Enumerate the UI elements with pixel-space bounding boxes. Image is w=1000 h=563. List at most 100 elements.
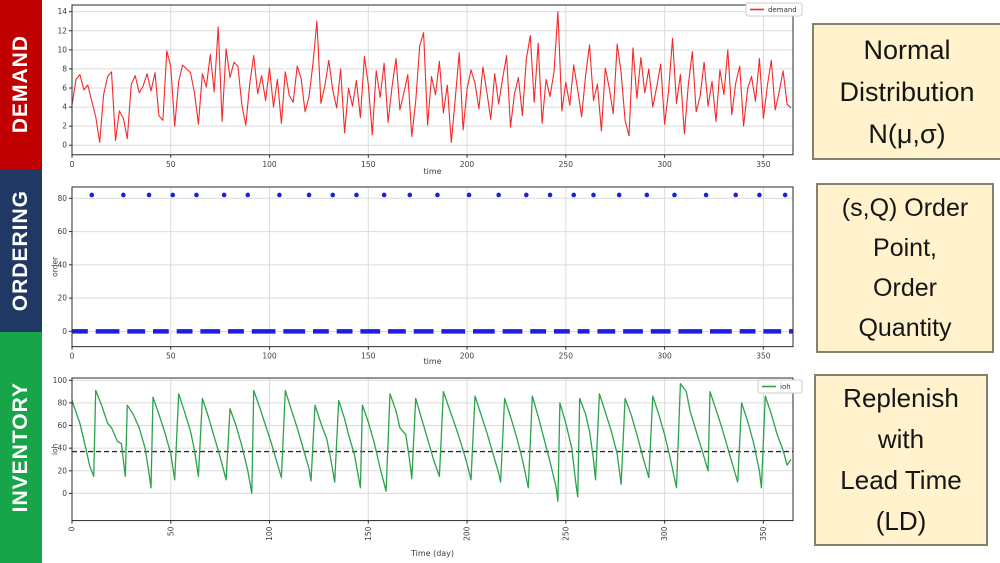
plot-border <box>71 4 794 156</box>
order-event-dot <box>381 192 387 198</box>
order-event-dot <box>757 192 762 198</box>
y-tick-label: 2 <box>62 122 67 131</box>
demand-band-label: DEMAND <box>9 35 32 134</box>
y-tick-label: 0 <box>62 327 67 336</box>
annotation-line: (LD) <box>875 506 927 536</box>
x-axis-label: time <box>423 167 441 176</box>
x-tick-label: 150 <box>364 526 373 541</box>
legend-label: demand <box>768 6 797 14</box>
x-axis-label: time <box>423 357 441 366</box>
annotation-line: Order <box>873 274 937 302</box>
x-tick-label: 100 <box>262 160 277 169</box>
y-tick-label: 4 <box>62 103 67 112</box>
order-event-dot <box>644 192 650 198</box>
order-event-dot <box>277 192 282 198</box>
y-tick-label: 20 <box>57 466 67 475</box>
legend-label: ioh <box>780 383 791 391</box>
annotation-box-normal-distribution: Normal Distribution N(μ,σ) <box>812 23 1000 160</box>
order-event-dot <box>354 192 359 198</box>
order-event-dot <box>89 192 95 198</box>
x-tick-label: 50 <box>166 526 175 536</box>
x-tick-label: 300 <box>657 352 672 361</box>
y-tick-label: 40 <box>57 444 67 453</box>
y-tick-label: 100 <box>53 376 68 385</box>
x-tick-label: 50 <box>166 160 176 169</box>
x-tick-label: 200 <box>460 160 475 169</box>
order-event-dot <box>121 192 126 198</box>
y-tick-label: 80 <box>57 398 67 407</box>
ordering-chart: 0 20 40 60 80 0 50 100 150 200 250 300 350 time order <box>46 180 806 368</box>
ordering-band-label: ORDERING <box>9 189 32 312</box>
order-event-dot <box>306 192 312 198</box>
sidebar-item-demand: DEMAND <box>0 0 42 169</box>
order-event-dot <box>616 192 622 198</box>
x-tick-label: 0 <box>70 352 75 361</box>
x-tick-label: 250 <box>559 352 574 361</box>
order-event-dot <box>672 192 677 198</box>
order-event-dot <box>733 192 739 198</box>
x-tick-label: 0 <box>68 526 77 531</box>
order-event-dot <box>245 192 251 198</box>
x-tick-label: 150 <box>361 160 376 169</box>
annotation-line: Lead Time <box>840 465 962 495</box>
x-tick-label: 100 <box>265 526 274 541</box>
x-axis-label: Time (day) <box>410 549 454 558</box>
y-axis-label: order <box>51 256 60 277</box>
order-event-dot <box>146 192 152 198</box>
y-tick-label: 0 <box>62 141 67 150</box>
sidebar-item-ordering: ORDERING <box>0 169 42 332</box>
annotation-line: Point, <box>873 234 937 262</box>
annotation-box-replenish-lead-time: Replenish with Lead Time (LD) <box>814 374 988 546</box>
y-tick-label: 12 <box>57 26 67 35</box>
annotation-line: (s,Q) Order <box>841 194 969 222</box>
x-tick-label: 50 <box>166 352 176 361</box>
y-axis-label: ioh <box>51 443 60 455</box>
inventory-chart: 0 20 40 60 80 100 0 50 100 150 200 250 300 350 Time (d… <box>46 368 806 563</box>
x-tick-label: 300 <box>660 526 669 541</box>
y-tick-label: 0 <box>62 489 67 498</box>
plot-border <box>71 377 794 522</box>
legend-box <box>757 379 803 394</box>
legend-box <box>745 2 803 17</box>
demand-chart: 0 2 4 6 8 10 12 14 0 50 100 150 200 250 300 350 time dema… <box>46 0 806 179</box>
x-tick-label: 150 <box>361 352 376 361</box>
x-tick-label: 250 <box>559 160 574 169</box>
order-event-dot <box>547 192 553 198</box>
order-event-dot <box>407 192 413 198</box>
y-tick-label: 40 <box>57 260 67 269</box>
x-tick-label: 200 <box>463 526 472 541</box>
sidebar-item-inventory: INVENTORY <box>0 332 42 563</box>
order-event-dot <box>194 192 199 198</box>
y-tick-label: 20 <box>57 294 67 303</box>
annotation-line: Quantity <box>858 314 952 342</box>
annotation-line: N(μ,σ) <box>868 118 946 149</box>
x-tick-label: 100 <box>262 352 277 361</box>
order-event-dot <box>221 192 227 198</box>
y-tick-label: 8 <box>62 64 67 73</box>
annotation-line: Normal <box>863 34 951 65</box>
annotation-line: with <box>877 424 925 454</box>
x-tick-label: 350 <box>756 160 771 169</box>
order-event-dot <box>591 192 596 198</box>
order-event-dot <box>466 192 472 198</box>
x-tick-label: 250 <box>561 526 570 541</box>
y-tick-label: 14 <box>57 7 67 16</box>
order-event-dot <box>524 192 529 198</box>
order-event-dot <box>571 192 577 198</box>
y-tick-label: 60 <box>57 421 67 430</box>
order-event-dot <box>170 192 176 198</box>
annotation-line: Replenish <box>843 383 959 413</box>
order-event-dot <box>496 192 501 198</box>
x-tick-label: 350 <box>756 352 771 361</box>
y-tick-label: 10 <box>57 45 67 54</box>
ioh-line-series <box>71 383 792 502</box>
y-tick-label: 60 <box>57 227 67 236</box>
order-event-dot <box>782 192 788 198</box>
annotation-box-order-point-quantity: (s,Q) Order Point, Order Quantity <box>816 183 994 353</box>
x-tick-label: 200 <box>460 352 475 361</box>
order-event-dot <box>330 192 336 198</box>
y-tick-label: 80 <box>57 194 67 203</box>
x-tick-label: 350 <box>759 526 768 541</box>
plot-border <box>71 186 794 348</box>
